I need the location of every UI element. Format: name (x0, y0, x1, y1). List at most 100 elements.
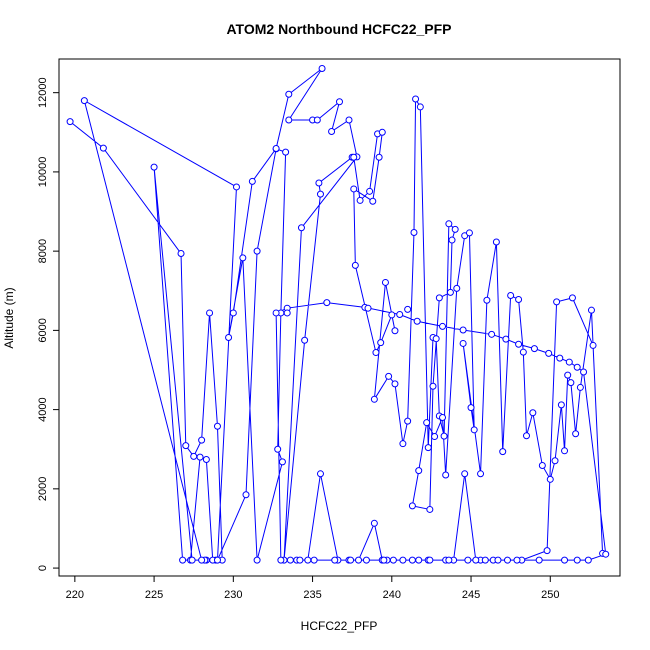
data-point (375, 153, 383, 161)
chart-title: ATOM2 Northbound HCFC22_PFP (226, 21, 451, 37)
y-tick-label: 10000 (37, 157, 49, 188)
data-point (253, 556, 261, 564)
x-tick-label: 220 (66, 589, 84, 601)
data-point (530, 345, 538, 353)
data-point (316, 470, 324, 478)
data-point (519, 348, 527, 356)
data-point (364, 304, 372, 312)
x-tick-label: 250 (541, 589, 559, 601)
data-point (435, 294, 443, 302)
data-point (277, 556, 285, 564)
data-point (415, 467, 423, 475)
data-point (561, 556, 569, 564)
data-point (239, 254, 247, 262)
data-point (494, 556, 502, 564)
data-point (523, 432, 530, 440)
data-point (459, 326, 467, 334)
data-point (229, 309, 237, 317)
data-point (350, 153, 358, 161)
data-point (429, 382, 437, 390)
data-point (439, 322, 447, 330)
data-point (248, 177, 256, 185)
data-point (381, 278, 389, 286)
data-point (286, 556, 294, 564)
data-point (529, 409, 537, 417)
data-point (453, 284, 461, 292)
data-point (388, 311, 396, 319)
y-tick-label: 0 (37, 565, 49, 571)
data-point (318, 65, 326, 73)
data-point (196, 453, 204, 461)
data-point (66, 118, 74, 126)
data-point (182, 442, 190, 450)
y-axis: 0 2000 4000 6000 8000 10000 12000 (37, 77, 60, 571)
data-point (451, 225, 459, 233)
data-point (213, 422, 221, 430)
data-point (431, 433, 439, 441)
data-point (347, 556, 355, 564)
data-point (416, 103, 424, 111)
data-point (378, 128, 386, 136)
series-line (69, 68, 607, 561)
data-point (426, 556, 434, 564)
data-point (465, 229, 473, 237)
data-point (80, 97, 88, 105)
data-point (572, 430, 580, 438)
data-point (410, 229, 418, 237)
data-point (278, 458, 286, 466)
data-point (483, 296, 491, 304)
x-tick-label: 225 (145, 589, 163, 601)
data-point (399, 440, 407, 448)
data-point (448, 236, 456, 244)
data-point (296, 556, 304, 564)
y-tick-label: 4000 (37, 397, 49, 421)
data-point (310, 556, 318, 564)
data-point (477, 470, 485, 478)
data-point (150, 163, 158, 171)
data-point (285, 116, 293, 124)
data-point (589, 341, 597, 349)
data-point (372, 349, 380, 357)
data-point (545, 349, 553, 357)
data-point (356, 196, 364, 204)
data-point (177, 250, 185, 258)
data-point (442, 471, 450, 479)
data-point (336, 98, 343, 106)
data-point (413, 317, 421, 325)
data-point (391, 380, 399, 388)
data-point (404, 305, 412, 313)
x-tick-label: 245 (462, 589, 480, 601)
data-point (345, 116, 353, 124)
data-point (272, 309, 280, 317)
data-point (391, 327, 399, 335)
data-point (399, 556, 407, 564)
data-point (213, 556, 221, 564)
data-point (446, 288, 454, 296)
data-point (389, 556, 397, 564)
data-point (198, 436, 206, 444)
data-point (323, 299, 331, 307)
y-tick-label: 2000 (37, 477, 49, 501)
data-point (315, 179, 323, 187)
data-point (464, 556, 472, 564)
data-point (274, 445, 282, 453)
data-point (472, 556, 480, 564)
data-point (488, 330, 496, 338)
data-point (587, 306, 595, 314)
data-point (564, 371, 572, 379)
data-point (355, 556, 363, 564)
series-points (66, 65, 610, 564)
data-point (556, 354, 564, 362)
data-point (396, 311, 404, 319)
data-point (424, 444, 432, 452)
data-point (415, 556, 423, 564)
data-point (188, 556, 196, 564)
data-point (499, 448, 507, 456)
data-point (283, 309, 291, 317)
data-point (459, 339, 467, 347)
data-point (567, 379, 575, 387)
data-point (232, 183, 240, 191)
data-point (366, 187, 374, 195)
data-point (412, 95, 420, 103)
x-tick-label: 240 (383, 589, 401, 601)
